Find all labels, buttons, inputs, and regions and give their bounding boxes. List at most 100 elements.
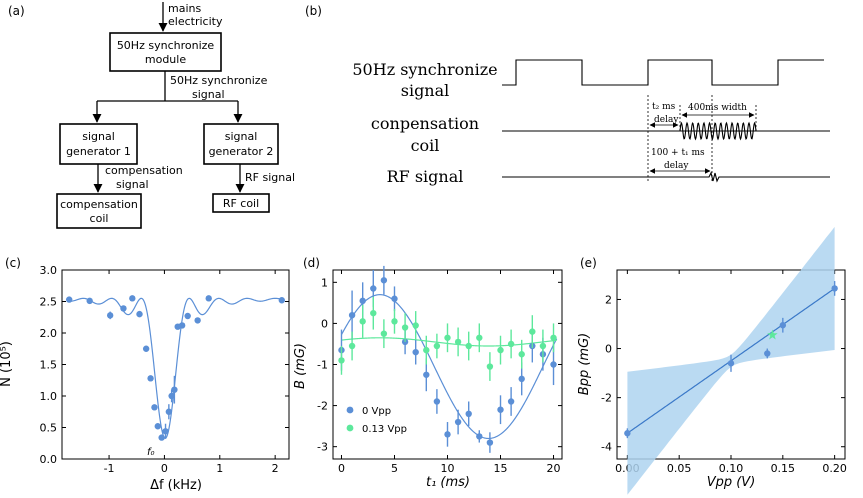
mains-label: mains (168, 2, 201, 15)
d-x-tick-label: 20 (547, 462, 561, 475)
c-y-tick-label: 2.5 (40, 296, 58, 309)
e-x-tick-label: 0.10 (719, 462, 744, 475)
c-y-tick-label: 1.5 (40, 359, 58, 372)
c-data-point (142, 345, 150, 352)
timing-comp-label-2: coil (411, 136, 440, 155)
d-data-point (423, 346, 430, 354)
c-fit-curve (69, 297, 282, 439)
e-y-tick-label: 0 (605, 343, 612, 356)
d-data-point (454, 418, 462, 426)
d-data-point (423, 371, 430, 378)
d-data-point (507, 340, 515, 348)
d-y-tick-label: 1 (321, 276, 328, 289)
d-legend-label-0vpp: 0 Vpp (362, 406, 391, 417)
c-y-tick-label: 0.5 (40, 422, 58, 435)
d-data-point (380, 330, 388, 337)
c-data-point (165, 408, 173, 415)
sync-signal-label: 50Hz synchronize (170, 74, 268, 87)
d-data-point (529, 328, 536, 335)
c-y-tick-label: 0.0 (40, 453, 58, 466)
d-data-point (476, 334, 483, 341)
c-data-point (162, 428, 169, 435)
compensation-coil-label: compensation (60, 198, 138, 211)
c-data-point (158, 434, 165, 441)
d-x-tick-label: 0 (338, 462, 345, 475)
c-data-point (171, 386, 178, 393)
c-y-tick-label: 2.0 (40, 327, 58, 340)
d-data-point (497, 406, 504, 413)
d-data-point (391, 295, 398, 302)
e-star-point (767, 329, 778, 340)
d-data-point (433, 342, 441, 350)
c-data-point (194, 317, 201, 324)
d-data-point (550, 361, 557, 368)
generator-2-box (203, 123, 279, 165)
d-data-point (412, 322, 419, 329)
rf-coil-box (212, 193, 270, 213)
c-data-point (86, 297, 93, 305)
d-data-point (486, 363, 494, 370)
c-x-tick-label: 2 (272, 462, 279, 475)
panel-c-chart: (c) -1 0 1 2 0.0 0.5 1.0 1.5 2.0 2.5 3.0 N (10⁵) Δ… (0, 256, 290, 493)
compensation-coil-box (56, 193, 142, 229)
d-data-point (507, 398, 515, 405)
mains-label-2: electricity (168, 15, 223, 28)
d-data-point (476, 433, 483, 440)
c-data-point (136, 310, 143, 318)
panel-b-timing: (b) 50Hz synchronize signal conpensation… (305, 4, 830, 186)
c-data-point (178, 322, 186, 329)
panel-label-a: (a) (8, 4, 25, 18)
sync-square-wave (502, 59, 824, 86)
c-y-tick-label: 1.0 (40, 390, 58, 403)
c-data-point (168, 392, 175, 400)
sync-module-label: 50Hz synchronize (117, 39, 215, 52)
d-data-point (348, 342, 356, 350)
panel-label-b: (b) (305, 4, 322, 18)
generator-1-label-2: generator 1 (66, 145, 131, 158)
e-x-axis-label: Vpp (V) (707, 475, 756, 490)
e-x-tick-label: 0.20 (822, 462, 847, 475)
d-data-point (497, 346, 504, 354)
timing-rf-label: RF signal (387, 167, 464, 186)
d-fit-curve-0vpp (340, 294, 558, 440)
timing-comp-label: conpensation (371, 114, 479, 133)
d-data-point (465, 342, 472, 350)
c-data-point (278, 297, 286, 304)
c-y-axis-label: N (10⁵) (0, 341, 14, 387)
compensation-signal-label-2: signal (116, 178, 149, 191)
c-x-tick-label: 1 (216, 462, 223, 475)
d-data-point (338, 357, 345, 364)
c-data-point (129, 295, 136, 302)
c-x-tick-label: 0 (161, 462, 168, 475)
d-data-point (518, 375, 525, 383)
c-data-point (147, 375, 154, 382)
sync-module-label-2: module (145, 53, 186, 66)
c-y-tick-label: 3.0 (40, 264, 58, 277)
t1-delay-label-2: delay (664, 161, 689, 171)
panel-e-chart: (e) 0.00 0.05 0.10 0.15 0.20-4-202 Bpp (mG) … (577, 226, 847, 495)
d-fit-curve-013vpp (341, 337, 557, 347)
d-x-axis-label: t₁ (ms) (426, 475, 470, 490)
panel-label-c: (c) (5, 256, 21, 270)
d-y-tick-label: -1 (317, 359, 328, 372)
d-data-point (465, 410, 472, 418)
d-data-point (391, 318, 398, 325)
d-y-tick-label: -2 (317, 400, 328, 413)
e-y-tick-label: -4 (601, 441, 612, 454)
d-data-point (433, 398, 441, 405)
d-data-point (444, 334, 451, 341)
d-data-point (412, 348, 419, 356)
c-plot-frame (61, 269, 290, 460)
t1-delay-label: 100 + t₁ ms (651, 148, 705, 158)
d-y-tick-label: 0 (321, 317, 328, 330)
d-legend-marker-0vpp (346, 406, 354, 414)
c-data-point (184, 312, 191, 320)
d-x-tick-label: 10 (441, 462, 455, 475)
e-y-tick-label: 2 (605, 293, 612, 306)
d-data-point (359, 318, 366, 325)
d-data-point (370, 309, 377, 317)
c-data-point (154, 423, 161, 430)
d-data-point (486, 439, 494, 446)
c-data-point (120, 305, 127, 312)
